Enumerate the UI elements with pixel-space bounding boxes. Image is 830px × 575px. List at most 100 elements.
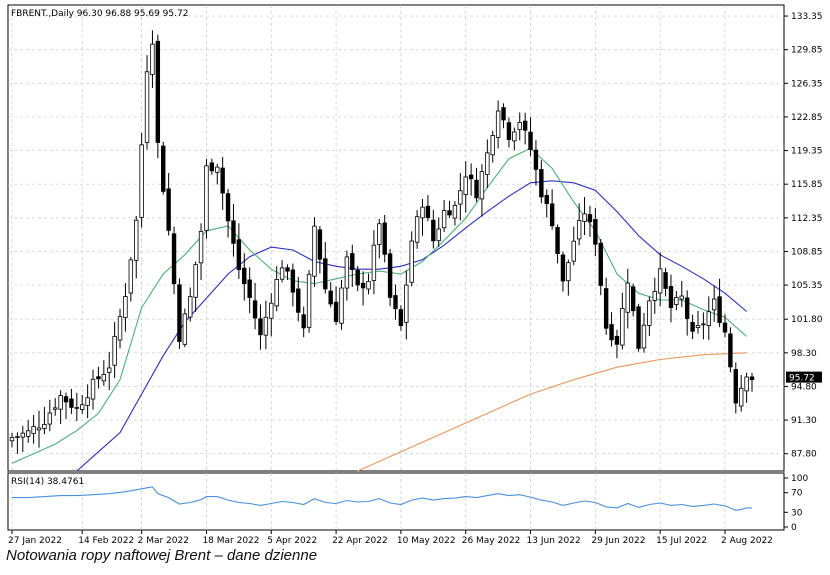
candle-body (209, 162, 215, 172)
date-tick-label: 5 Apr 2022 (267, 536, 317, 545)
date-tick-label: 15 Jul 2022 (656, 536, 707, 545)
candle-body (90, 378, 96, 400)
candle-body (533, 149, 539, 170)
price-tick-label: 129.85 (791, 46, 823, 56)
candle-body (274, 279, 279, 307)
candle-body (517, 122, 522, 130)
candle-body (15, 436, 20, 438)
rsi-tick-label: 0 (791, 523, 797, 533)
candle-body (701, 323, 706, 326)
candle-body (252, 300, 258, 319)
candle-body (636, 306, 641, 349)
candle-body (717, 296, 722, 323)
candle-body (544, 195, 549, 204)
price-tick-label: 119.35 (791, 147, 823, 157)
candle-body (458, 190, 463, 205)
candle-body (425, 205, 431, 218)
candle-body (139, 144, 144, 218)
candle-body (117, 316, 123, 341)
candle-body (441, 210, 447, 229)
rsi-label: RSI(14) 38.4761 (11, 477, 84, 487)
candle-body (220, 167, 225, 194)
candle-body (690, 321, 695, 332)
rsi-tick-label: 70 (791, 489, 803, 499)
candle-body (9, 437, 15, 442)
candle-body (485, 152, 490, 175)
candle-body (711, 298, 717, 311)
candle-body (463, 176, 468, 195)
candle-body (371, 244, 377, 281)
candle-body (549, 203, 555, 227)
candle-body (647, 300, 652, 326)
chart-header: FBRENT.,Daily 96.30 96.88 95.69 95.72 (11, 9, 188, 19)
candle-body (188, 296, 193, 318)
candle-body (242, 267, 247, 285)
candle-body (323, 258, 328, 290)
candle-body (26, 430, 31, 437)
candle-body (279, 267, 285, 280)
date-tick-label: 2 Aug 2022 (721, 536, 773, 545)
candle-body (225, 193, 231, 222)
candle-body (350, 253, 355, 270)
candle-body (587, 214, 593, 223)
candle-body (728, 333, 733, 368)
candle-body (566, 262, 571, 282)
date-tick-label: 18 Mar 2022 (202, 536, 259, 545)
candle-body (571, 240, 576, 262)
candle-body (738, 387, 744, 407)
candle-body (171, 233, 177, 285)
candle-body (625, 282, 630, 313)
candle-body (398, 309, 404, 327)
candle-body (204, 165, 209, 231)
candle-body (182, 313, 188, 345)
candle-body (452, 204, 458, 219)
candle-body (522, 120, 528, 131)
candle-body (620, 308, 625, 346)
candle-body (657, 268, 663, 294)
price-tick-label: 98.30 (791, 349, 817, 359)
candle-body (53, 407, 58, 410)
price-panel-frame (7, 4, 785, 472)
candle-body (663, 272, 668, 289)
candle-body (247, 279, 252, 298)
candle-body (409, 240, 414, 283)
current-price-tag (786, 371, 822, 383)
candle-body (706, 311, 711, 326)
candle-body (490, 135, 495, 156)
candle-body (744, 376, 749, 392)
candle-body (36, 427, 42, 431)
price-tick-label: 112.35 (791, 214, 823, 224)
candle-body (501, 107, 506, 121)
candle-body (58, 395, 63, 410)
candle-body (360, 282, 366, 289)
date-tick-label: 27 Jan 2022 (8, 536, 62, 545)
candle-body (674, 297, 679, 305)
candle-body (366, 281, 371, 290)
candle-body (96, 376, 101, 380)
price-tick-label: 94.80 (791, 382, 817, 392)
candle-body (215, 166, 220, 173)
candle-body (512, 131, 517, 142)
chart-canvas: 87.80 91.30 94.80 98.30 101.80 105.35 108.85 11… (7, 4, 823, 545)
candle-body (652, 291, 657, 301)
candle-body (614, 335, 620, 345)
price-tick-label: 108.85 (791, 247, 823, 257)
candle-body (198, 230, 204, 264)
candle-body (74, 406, 80, 409)
current-price-label: 95.72 (789, 374, 815, 384)
candle-body (312, 225, 317, 277)
candle-body (479, 171, 485, 200)
rsi-series-line (12, 486, 753, 511)
candle-body (317, 229, 323, 260)
candle-body (177, 284, 182, 342)
candle-body (80, 404, 85, 410)
candle-body (603, 288, 609, 329)
candle-body (377, 223, 382, 245)
candle-body (263, 316, 269, 336)
candle-body (555, 227, 560, 254)
candle-body (296, 288, 301, 313)
price-tick-label: 133.35 (791, 12, 823, 22)
price-tick-label: 105.35 (791, 281, 823, 291)
candle-body (695, 325, 701, 328)
candle-body (155, 40, 161, 143)
